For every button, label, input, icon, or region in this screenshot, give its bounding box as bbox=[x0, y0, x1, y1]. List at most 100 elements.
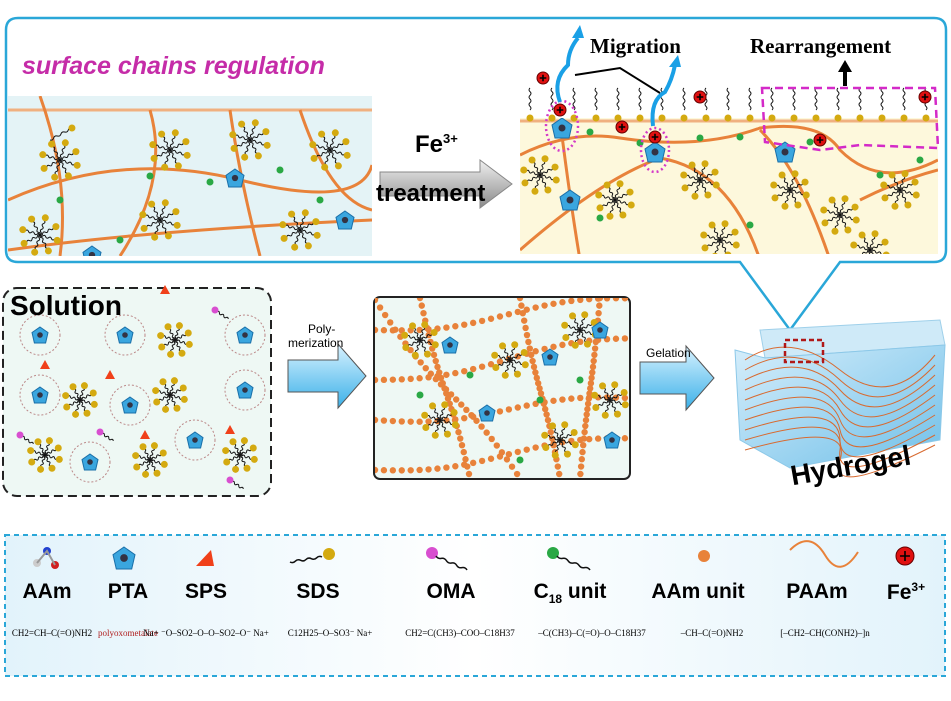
aam-unit bbox=[422, 364, 429, 372]
aam-unit bbox=[463, 406, 470, 414]
alkyl-tail bbox=[770, 87, 774, 111]
formula-pta: polyoxometalate bbox=[98, 628, 158, 638]
aam-unit bbox=[420, 309, 427, 317]
head-group bbox=[451, 421, 459, 429]
aam-unit bbox=[398, 327, 405, 334]
head-group bbox=[492, 363, 500, 371]
head-group bbox=[700, 231, 708, 239]
aam-unit bbox=[434, 363, 441, 371]
head-group bbox=[562, 333, 570, 341]
formula-aam-unit: –CH–C(=O)NH2 bbox=[680, 628, 744, 638]
head-group bbox=[222, 447, 230, 455]
pta-core bbox=[231, 174, 239, 182]
head-group bbox=[431, 341, 439, 349]
head-group bbox=[172, 208, 180, 216]
aam-unit bbox=[416, 466, 423, 474]
pta-core bbox=[120, 554, 128, 562]
rearrangement-label: Rearrangement bbox=[750, 34, 892, 58]
aam-unit bbox=[544, 416, 552, 424]
head-group bbox=[230, 144, 238, 152]
migration-pointer bbox=[574, 66, 661, 94]
c18-unit bbox=[736, 133, 744, 141]
aam-unit bbox=[577, 394, 584, 402]
head-group bbox=[526, 114, 534, 122]
hydrogel-block bbox=[734, 319, 946, 478]
head-group bbox=[238, 120, 246, 128]
aam-unit bbox=[469, 319, 477, 327]
head-group bbox=[232, 465, 240, 473]
head-group bbox=[334, 162, 342, 170]
aam-unit bbox=[392, 326, 399, 333]
paam-chain bbox=[758, 128, 830, 254]
hydrogel-chain bbox=[744, 406, 936, 448]
head-group bbox=[912, 191, 920, 199]
aam-unit bbox=[447, 391, 455, 398]
head-group bbox=[250, 455, 258, 463]
aam-unit bbox=[529, 357, 536, 365]
head-group bbox=[37, 465, 45, 473]
aam-unit bbox=[473, 417, 480, 424]
head-group bbox=[48, 464, 56, 472]
c18-unit bbox=[466, 371, 474, 379]
hydrogel-chain bbox=[744, 426, 936, 468]
aam-unit bbox=[536, 385, 543, 392]
paam-chain bbox=[38, 96, 64, 256]
head-group bbox=[175, 322, 183, 330]
migration-highlight bbox=[639, 126, 671, 174]
hydrogel-chain bbox=[744, 376, 936, 418]
head-group bbox=[621, 401, 629, 409]
aam-unit bbox=[521, 317, 528, 324]
aam-unit bbox=[457, 435, 464, 442]
panel-title: surface chains regulation bbox=[22, 52, 325, 80]
aam-unit bbox=[533, 374, 540, 382]
head-group bbox=[173, 404, 181, 412]
pta-core bbox=[87, 459, 93, 465]
aam-unit bbox=[595, 309, 602, 317]
aam-unit bbox=[587, 380, 595, 387]
aam-unit bbox=[586, 435, 593, 443]
head-group bbox=[64, 172, 72, 180]
head-group bbox=[901, 170, 909, 178]
head-group bbox=[891, 202, 899, 210]
sps-triangle bbox=[140, 430, 150, 439]
polymerization-label: Poly-merization bbox=[288, 322, 344, 350]
aam-unit bbox=[417, 359, 424, 366]
head-group bbox=[571, 341, 579, 349]
head-group bbox=[178, 349, 186, 357]
head-group bbox=[561, 321, 569, 329]
head-group bbox=[499, 342, 507, 350]
migration-arrow bbox=[650, 64, 677, 127]
pta-core bbox=[127, 402, 133, 408]
head-group bbox=[243, 464, 251, 472]
head-group bbox=[790, 114, 798, 122]
head-group bbox=[821, 219, 829, 227]
c18-unit bbox=[276, 166, 284, 174]
treatment-arrow bbox=[379, 159, 513, 209]
aam-unit bbox=[488, 435, 495, 443]
head-group bbox=[601, 411, 609, 419]
aam-unit bbox=[452, 463, 459, 470]
alkyl-tail bbox=[682, 87, 686, 111]
head-group bbox=[570, 114, 578, 122]
pta-core bbox=[122, 332, 128, 338]
head-group bbox=[552, 176, 560, 184]
aam-unit bbox=[612, 298, 620, 302]
head-group bbox=[520, 349, 528, 357]
sds-head bbox=[323, 548, 335, 560]
head-group bbox=[513, 370, 521, 378]
aam-unit bbox=[505, 406, 513, 413]
head-group bbox=[142, 470, 150, 478]
head-group bbox=[450, 409, 458, 417]
head-group bbox=[613, 410, 621, 418]
aam-unit bbox=[532, 400, 539, 408]
head-group bbox=[148, 200, 156, 208]
plus-sign bbox=[696, 93, 704, 101]
head-group bbox=[831, 227, 839, 235]
sds-tail bbox=[289, 555, 323, 564]
head-group bbox=[801, 178, 809, 186]
head-group bbox=[310, 154, 318, 162]
aam-unit bbox=[556, 470, 563, 478]
head-group bbox=[309, 141, 317, 149]
aam-unit bbox=[496, 313, 504, 320]
aam-unit bbox=[592, 338, 599, 346]
